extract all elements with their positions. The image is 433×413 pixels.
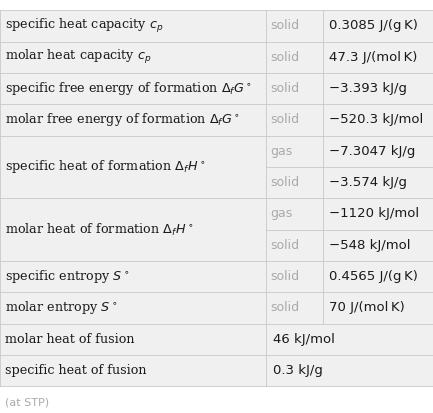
Text: −3.574 kJ/g: −3.574 kJ/g [329,176,407,189]
Text: 47.3 J/(mol K): 47.3 J/(mol K) [329,51,417,64]
Text: solid: solid [271,270,300,283]
Text: specific heat capacity $c_p$: specific heat capacity $c_p$ [5,17,164,35]
Text: molar free energy of formation $\Delta_f G^\circ$: molar free energy of formation $\Delta_f… [5,112,240,128]
Text: −520.3 kJ/mol: −520.3 kJ/mol [329,114,423,126]
Text: solid: solid [271,19,300,33]
Text: gas: gas [271,207,293,221]
Text: gas: gas [271,145,293,158]
Text: molar entropy $S^\circ$: molar entropy $S^\circ$ [5,299,118,316]
Text: −7.3047 kJ/g: −7.3047 kJ/g [329,145,415,158]
Text: 0.4565 J/(g K): 0.4565 J/(g K) [329,270,418,283]
Text: solid: solid [271,51,300,64]
Text: solid: solid [271,301,300,314]
Text: specific free energy of formation $\Delta_f G^\circ$: specific free energy of formation $\Delt… [5,80,252,97]
Text: −3.393 kJ/g: −3.393 kJ/g [329,82,407,95]
Text: −1120 kJ/mol: −1120 kJ/mol [329,207,419,221]
Text: solid: solid [271,82,300,95]
Text: 70 J/(mol K): 70 J/(mol K) [329,301,405,314]
Text: solid: solid [271,176,300,189]
Text: specific entropy $S^\circ$: specific entropy $S^\circ$ [5,268,129,285]
Text: specific heat of formation $\Delta_f H^\circ$: specific heat of formation $\Delta_f H^\… [5,159,206,176]
Text: 0.3085 J/(g K): 0.3085 J/(g K) [329,19,418,33]
Text: specific heat of fusion: specific heat of fusion [5,364,147,377]
Text: solid: solid [271,114,300,126]
Text: 46 kJ/mol: 46 kJ/mol [273,333,335,346]
Text: 0.3 kJ/g: 0.3 kJ/g [273,364,323,377]
Text: molar heat of formation $\Delta_f H^\circ$: molar heat of formation $\Delta_f H^\cir… [5,221,194,237]
Text: solid: solid [271,239,300,252]
Text: −548 kJ/mol: −548 kJ/mol [329,239,410,252]
Text: molar heat of fusion: molar heat of fusion [5,333,135,346]
Text: molar heat capacity $c_p$: molar heat capacity $c_p$ [5,48,152,66]
Text: (at STP): (at STP) [5,398,49,408]
